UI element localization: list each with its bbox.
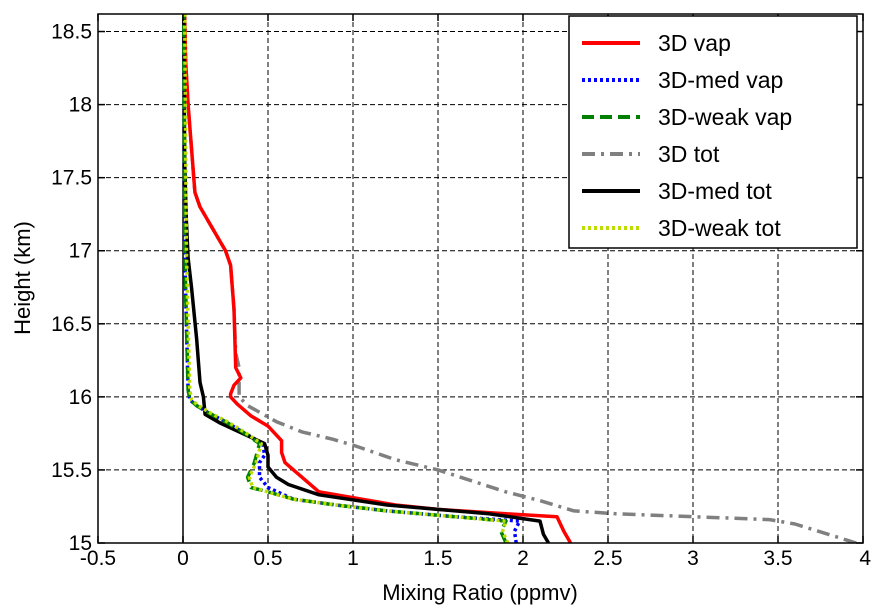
x-tick-labels: -0.5 0 0.5 1 1.5 2 2.5 3 3.5 4 [80,547,871,570]
y-axis-label: Height (km) [10,221,35,335]
y-tick-label: 18.5 [51,21,92,44]
legend-label-3d-tot: 3D tot [658,141,720,167]
y-tick-label: 16.5 [51,313,92,336]
tick-marks [97,14,864,544]
y-tick-label: 16 [69,386,92,409]
y-tick-label: 17 [69,240,92,263]
y-tick-label: 15 [69,532,92,555]
legend-label-3d-vap: 3D vap [658,30,731,56]
x-tick-label: 3.5 [763,547,792,570]
legend-label-3d-med-vap: 3D-med vap [658,67,783,93]
series-layer [182,14,857,543]
legend-label-3d-weak-tot: 3D-weak tot [658,215,781,241]
x-tick-label: 4 [859,547,871,570]
x-tick-label: 2.5 [593,547,622,570]
legend-label-3d-med-tot: 3D-med tot [658,178,772,204]
y-tick-labels: 15 15.5 16 16.5 17 17.5 18 18.5 [51,21,92,555]
x-axis-label: Mixing Ratio (ppmv) [382,580,578,605]
x-tick-label: 0.5 [253,547,282,570]
series-line-3d-med-tot [182,14,551,543]
x-tick-label: 3 [687,547,699,570]
x-tick-label: 1.5 [423,547,452,570]
legend-label-3d-weak-vap: 3D-weak vap [658,104,792,130]
x-tick-label: 1 [347,547,359,570]
x-tick-label: 2 [517,547,529,570]
series-line-3d-weak-tot [182,14,510,543]
x-tick-label: 0 [177,547,189,570]
y-tick-label: 18 [69,94,92,117]
legend-box [568,15,858,249]
plot-frame [97,13,864,544]
x-tick-label: -0.5 [80,547,116,570]
y-tick-label: 15.5 [51,459,92,482]
y-tick-label: 17.5 [51,167,92,190]
legend: 3D vap 3D-med vap 3D-weak vap 3D tot 3D-med … [568,15,858,249]
